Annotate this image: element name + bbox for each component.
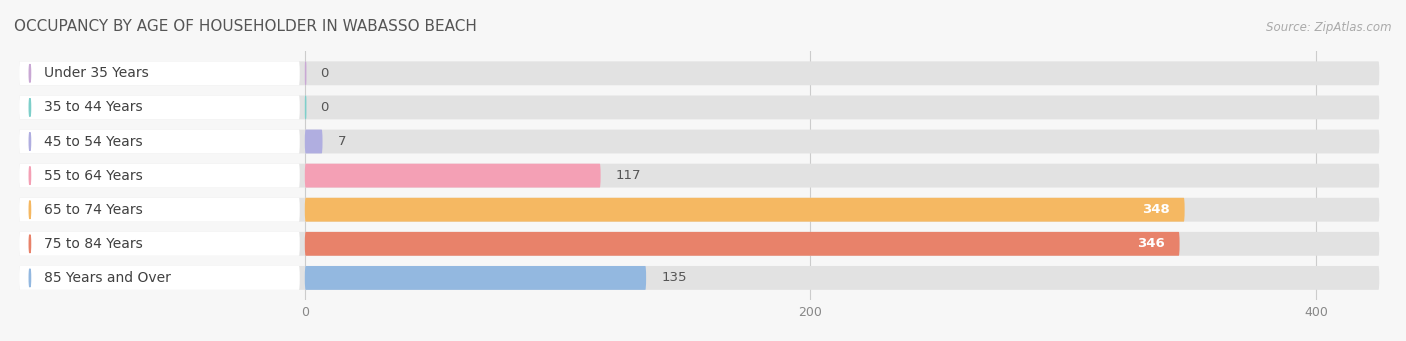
Text: Source: ZipAtlas.com: Source: ZipAtlas.com [1267, 21, 1392, 34]
FancyBboxPatch shape [20, 266, 299, 290]
Text: 85 Years and Over: 85 Years and Over [45, 271, 172, 285]
FancyBboxPatch shape [20, 95, 299, 119]
FancyBboxPatch shape [20, 198, 299, 222]
Text: 75 to 84 Years: 75 to 84 Years [45, 237, 143, 251]
FancyBboxPatch shape [305, 266, 647, 290]
FancyBboxPatch shape [20, 130, 1379, 153]
Text: 117: 117 [616, 169, 641, 182]
FancyBboxPatch shape [305, 130, 322, 153]
FancyBboxPatch shape [20, 164, 299, 188]
FancyBboxPatch shape [20, 164, 1379, 188]
FancyBboxPatch shape [305, 164, 600, 188]
Text: 55 to 64 Years: 55 to 64 Years [45, 168, 143, 183]
FancyBboxPatch shape [305, 198, 1185, 222]
Text: 135: 135 [661, 271, 686, 284]
FancyBboxPatch shape [20, 198, 1379, 222]
Text: OCCUPANCY BY AGE OF HOUSEHOLDER IN WABASSO BEACH: OCCUPANCY BY AGE OF HOUSEHOLDER IN WABAS… [14, 19, 477, 34]
FancyBboxPatch shape [305, 232, 1180, 256]
FancyBboxPatch shape [20, 232, 299, 256]
Text: 348: 348 [1142, 203, 1170, 216]
Text: 7: 7 [337, 135, 346, 148]
Text: 0: 0 [321, 101, 329, 114]
Text: Under 35 Years: Under 35 Years [45, 66, 149, 80]
FancyBboxPatch shape [20, 232, 1379, 256]
Text: 65 to 74 Years: 65 to 74 Years [45, 203, 143, 217]
FancyBboxPatch shape [20, 61, 1379, 85]
Text: 346: 346 [1136, 237, 1164, 250]
FancyBboxPatch shape [20, 266, 1379, 290]
FancyBboxPatch shape [20, 95, 1379, 119]
FancyBboxPatch shape [20, 130, 299, 153]
Text: 0: 0 [321, 67, 329, 80]
FancyBboxPatch shape [305, 95, 307, 119]
FancyBboxPatch shape [305, 61, 307, 85]
FancyBboxPatch shape [20, 61, 299, 85]
Text: 35 to 44 Years: 35 to 44 Years [45, 100, 143, 115]
Text: 45 to 54 Years: 45 to 54 Years [45, 134, 143, 149]
